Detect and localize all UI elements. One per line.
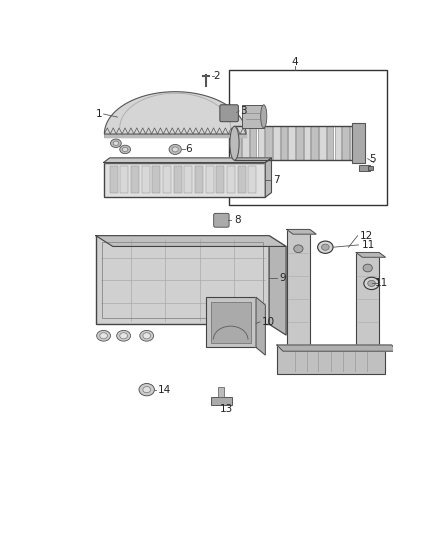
Bar — [273, 126, 279, 160]
Ellipse shape — [110, 139, 121, 148]
Bar — [359, 165, 370, 171]
Polygon shape — [265, 158, 272, 197]
Polygon shape — [287, 230, 316, 234]
Bar — [238, 166, 246, 193]
Text: 1: 1 — [96, 109, 102, 119]
Bar — [356, 253, 379, 345]
Polygon shape — [256, 297, 265, 355]
Bar — [250, 126, 256, 160]
Bar — [368, 166, 373, 170]
Bar — [327, 126, 333, 160]
Bar — [184, 166, 192, 193]
Text: 3: 3 — [240, 106, 247, 116]
Bar — [152, 166, 160, 193]
Polygon shape — [96, 236, 286, 246]
Text: 7: 7 — [273, 175, 279, 185]
Ellipse shape — [294, 245, 303, 253]
Ellipse shape — [363, 264, 372, 272]
Ellipse shape — [143, 333, 151, 339]
Bar — [103, 163, 265, 197]
FancyBboxPatch shape — [220, 105, 238, 122]
Polygon shape — [104, 92, 246, 134]
Ellipse shape — [367, 280, 375, 287]
Ellipse shape — [117, 330, 131, 341]
Bar — [277, 345, 385, 374]
Text: 12: 12 — [360, 231, 373, 241]
Text: 11: 11 — [361, 240, 375, 250]
Bar — [96, 236, 269, 324]
Bar — [104, 131, 247, 137]
Bar — [311, 126, 318, 160]
Text: 11: 11 — [374, 278, 388, 288]
Bar — [229, 70, 387, 205]
Text: 8: 8 — [234, 215, 241, 225]
Bar — [335, 126, 341, 160]
Text: 6: 6 — [185, 144, 192, 155]
Ellipse shape — [120, 145, 131, 154]
Bar — [288, 126, 295, 160]
Bar — [350, 126, 357, 160]
Ellipse shape — [321, 244, 329, 251]
Bar — [258, 126, 264, 160]
Bar — [142, 166, 150, 193]
Text: 9: 9 — [279, 273, 286, 283]
Bar — [242, 126, 249, 160]
Ellipse shape — [230, 126, 239, 160]
Bar — [352, 123, 365, 163]
Bar — [211, 398, 232, 405]
Text: 10: 10 — [262, 317, 276, 327]
FancyBboxPatch shape — [214, 213, 229, 227]
Ellipse shape — [140, 330, 154, 341]
Bar — [195, 166, 203, 193]
Bar — [296, 126, 303, 160]
Ellipse shape — [113, 141, 119, 146]
Bar — [211, 302, 251, 343]
Ellipse shape — [120, 333, 127, 339]
Ellipse shape — [97, 330, 110, 341]
Bar — [174, 166, 182, 193]
Bar — [110, 166, 118, 193]
Ellipse shape — [261, 105, 267, 128]
Ellipse shape — [100, 333, 107, 339]
Bar — [319, 126, 326, 160]
Text: 5: 5 — [369, 154, 376, 164]
Bar — [248, 166, 257, 193]
Ellipse shape — [169, 144, 181, 155]
Ellipse shape — [318, 241, 333, 253]
Bar — [287, 230, 310, 345]
Ellipse shape — [364, 277, 379, 289]
Text: 13: 13 — [220, 404, 233, 414]
Bar — [206, 166, 214, 193]
Bar — [216, 166, 224, 193]
Polygon shape — [269, 236, 286, 335]
Ellipse shape — [123, 147, 128, 151]
Bar — [102, 242, 263, 318]
Bar — [342, 126, 349, 160]
Text: 2: 2 — [214, 70, 220, 80]
Bar — [281, 126, 287, 160]
Bar — [242, 105, 264, 128]
Polygon shape — [356, 253, 385, 257]
Bar — [218, 386, 224, 398]
Bar — [120, 166, 128, 193]
Bar — [131, 166, 139, 193]
Bar — [304, 126, 311, 160]
Ellipse shape — [172, 147, 178, 152]
Bar — [227, 166, 235, 193]
Bar — [163, 166, 171, 193]
Ellipse shape — [139, 384, 155, 396]
Polygon shape — [277, 345, 398, 351]
Bar — [234, 126, 241, 160]
Bar — [206, 297, 256, 348]
Ellipse shape — [143, 386, 151, 393]
Text: 4: 4 — [291, 58, 298, 67]
Polygon shape — [103, 158, 272, 163]
Bar — [265, 126, 272, 160]
Text: 14: 14 — [158, 385, 172, 394]
Bar — [234, 126, 358, 160]
